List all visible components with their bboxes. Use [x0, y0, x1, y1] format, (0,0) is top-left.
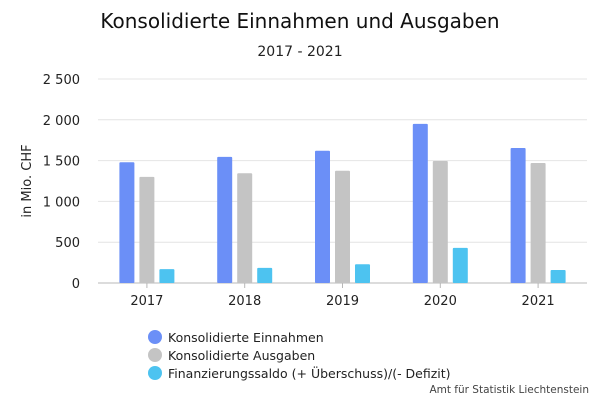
- legend-label-einnahmen: Konsolidierte Einnahmen: [168, 329, 324, 345]
- source-credit: Amt für Statistik Liechtenstein: [429, 384, 589, 396]
- chart-legend: Konsolidierte Einnahmen Konsolidierte Au…: [148, 328, 451, 382]
- legend-label-saldo: Finanzierungssaldo (+ Überschuss)/(- Def…: [168, 365, 451, 381]
- x-tick-label: 2020: [424, 294, 457, 309]
- legend-item-ausgaben[interactable]: Konsolidierte Ausgaben: [148, 346, 451, 364]
- bar: [432, 161, 448, 283]
- bar: [355, 264, 370, 283]
- bar: [335, 170, 350, 283]
- bar: [510, 147, 526, 283]
- bar: [530, 163, 546, 283]
- legend-item-saldo[interactable]: Finanzierungssaldo (+ Überschuss)/(- Def…: [148, 364, 451, 382]
- x-tick-label: 2017: [130, 294, 163, 309]
- bar: [452, 247, 468, 283]
- x-tick-label: 2021: [522, 294, 555, 309]
- bar: [139, 176, 155, 283]
- legend-swatch-einnahmen: [148, 330, 162, 344]
- y-tick-label: 2 000: [43, 114, 80, 129]
- y-tick-label: 0: [72, 277, 80, 292]
- legend-item-einnahmen[interactable]: Konsolidierte Einnahmen: [148, 328, 451, 346]
- bar: [217, 156, 233, 283]
- chart-title: Konsolidierte Einnahmen und Ausgaben: [100, 9, 500, 33]
- x-tick-label: 2019: [326, 294, 359, 309]
- chart-subtitle: 2017 - 2021: [257, 44, 343, 60]
- x-tick-label: 2018: [228, 294, 261, 309]
- y-tick-label: 1 000: [43, 195, 80, 210]
- bar: [550, 269, 566, 283]
- bar: [119, 162, 135, 283]
- y-tick-label: 2 500: [43, 73, 80, 88]
- bar: [412, 123, 428, 283]
- y-tick-label: 500: [55, 236, 80, 251]
- legend-swatch-ausgaben: [148, 348, 162, 362]
- legend-label-ausgaben: Konsolidierte Ausgaben: [168, 347, 316, 363]
- bar: [257, 267, 273, 283]
- y-axis-label: in Mio. CHF: [20, 144, 35, 217]
- bar: [315, 150, 330, 283]
- bar: [237, 173, 253, 283]
- bar: [159, 269, 175, 283]
- legend-swatch-saldo: [148, 366, 162, 380]
- y-tick-label: 1 500: [43, 155, 80, 170]
